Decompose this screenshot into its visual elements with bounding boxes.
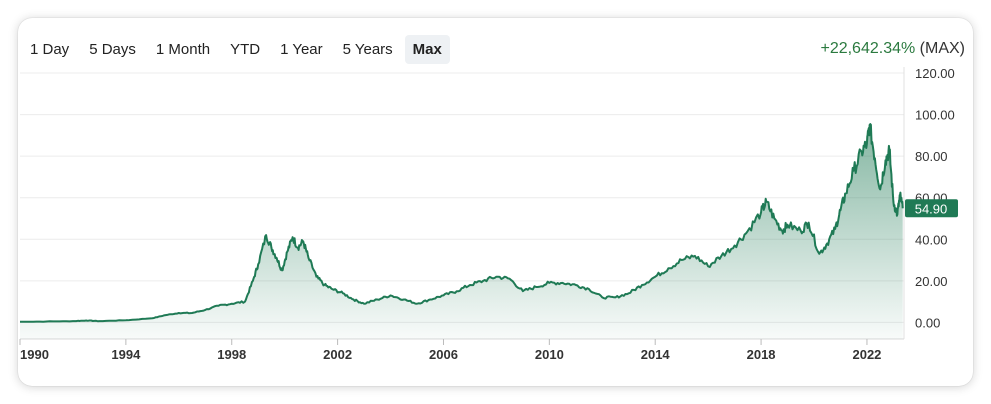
x-tick-label: 2006 bbox=[429, 347, 458, 362]
x-tick-label: 1990 bbox=[20, 347, 49, 362]
x-tick-label: 2022 bbox=[852, 347, 881, 362]
x-tick-label: 2018 bbox=[747, 347, 776, 362]
price-line bbox=[19, 123, 904, 323]
performance-period: (MAX) bbox=[919, 40, 965, 57]
last-price-badge-bg bbox=[905, 199, 958, 218]
range-tab-1-year[interactable]: 1 Year bbox=[280, 40, 323, 58]
x-tick-label: 2014 bbox=[641, 347, 671, 362]
x-axis: 1990 1994 1998 2002 2006 2010 2014 2018 2022 bbox=[19, 339, 881, 362]
range-tab-1-day[interactable]: 1 Day bbox=[30, 40, 70, 58]
x-tick-label: 1998 bbox=[217, 347, 246, 362]
y-tick-label: 100.00 bbox=[915, 108, 955, 123]
range-tab-5-days[interactable]: 5 Days bbox=[89, 40, 136, 58]
y-tick-label: 80.00 bbox=[915, 149, 948, 164]
performance-change: +22,642.34% bbox=[820, 40, 916, 57]
range-tab-max[interactable]: Max bbox=[404, 34, 450, 64]
range-tab-ytd[interactable]: YTD bbox=[230, 40, 261, 58]
y-tick-label: 0.00 bbox=[915, 315, 940, 330]
range-tab-1-month[interactable]: 1 Month bbox=[155, 40, 211, 58]
x-tick-label: 2002 bbox=[323, 347, 352, 362]
y-tick-label: 40.00 bbox=[915, 232, 948, 247]
x-tick-label: 2010 bbox=[535, 347, 564, 362]
y-tick-label: 120.00 bbox=[915, 66, 955, 81]
chart-card: 1 Day 5 Days 1 Month YTD 1 Year 5 Years … bbox=[18, 18, 973, 386]
x-tick-label: 1994 bbox=[111, 347, 141, 362]
y-tick-label: 20.00 bbox=[915, 274, 948, 289]
range-selector: 1 Day 5 Days 1 Month YTD 1 Year 5 Years … bbox=[22, 34, 454, 64]
last-price-badge: 54.90 bbox=[905, 199, 958, 218]
price-area bbox=[20, 124, 903, 339]
last-price-label: 54.90 bbox=[915, 201, 948, 216]
performance-summary: +22,642.34% (MAX) bbox=[820, 40, 965, 58]
range-tab-5-years[interactable]: 5 Years bbox=[342, 40, 393, 58]
